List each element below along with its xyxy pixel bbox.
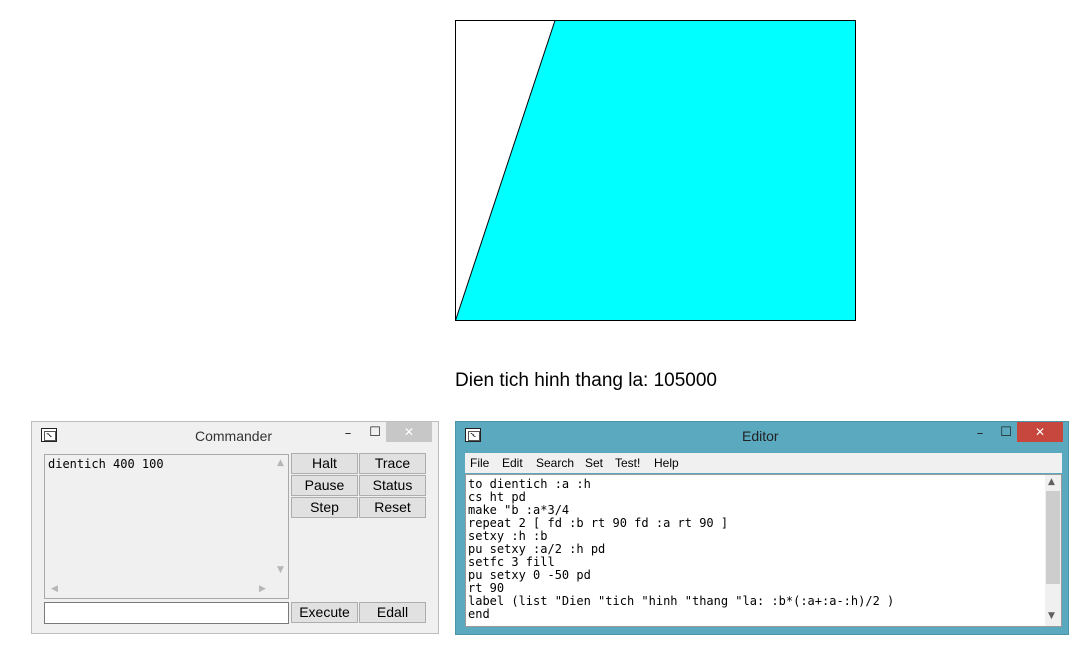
- status-button[interactable]: Status: [359, 475, 426, 496]
- trapezoid-slant-edge: [455, 20, 556, 321]
- code-editor[interactable]: to dientich :a :h cs ht pd make "b :a*3/4 r…: [465, 474, 1062, 627]
- code-line: pu setxy 0 -50 pd: [468, 568, 591, 582]
- scroll-down-icon[interactable]: ▼: [1048, 611, 1055, 621]
- code-scrollbar[interactable]: ▲ ▼: [1045, 475, 1061, 626]
- minimize-icon[interactable]: –: [976, 426, 984, 441]
- reset-button[interactable]: Reset: [359, 497, 426, 518]
- minimize-icon[interactable]: –: [344, 426, 352, 441]
- turtle-canvas: [455, 20, 856, 321]
- scroll-up-icon[interactable]: ▲: [1048, 477, 1055, 487]
- execute-button[interactable]: Execute: [291, 602, 358, 623]
- menu-edit[interactable]: Edit: [502, 456, 523, 470]
- code-text: to dientich :a :h cs ht pd make "b :a*3/4 r…: [468, 478, 894, 621]
- canvas-border: [455, 20, 856, 321]
- result-label: Dien tich hinh thang la: 105000: [455, 370, 717, 391]
- menu-file[interactable]: File: [470, 456, 490, 470]
- scroll-down-icon[interactable]: ▼: [277, 565, 284, 575]
- menu-set[interactable]: Set: [585, 456, 604, 470]
- code-line: cs ht pd: [468, 490, 526, 504]
- halt-button[interactable]: Halt: [291, 453, 358, 474]
- scroll-up-icon[interactable]: ▲: [277, 458, 284, 468]
- trapezoid-fill: [455, 20, 856, 321]
- maximize-icon[interactable]: ☐: [1000, 425, 1012, 440]
- command-history[interactable]: dientich 400 100 ▲ ▼ ◀ ▶: [44, 454, 289, 599]
- command-input[interactable]: [44, 602, 289, 624]
- code-line: repeat 2 [ fd :b rt 90 fd :a rt 90 ]: [468, 516, 729, 530]
- code-line: make "b :a*3/4: [468, 503, 570, 517]
- editor-titlebar[interactable]: Editor – ☐ ✕: [456, 422, 1068, 449]
- code-line: to dientich :a :h: [468, 477, 591, 491]
- app-window-icon[interactable]: [465, 428, 481, 442]
- code-line: end: [468, 607, 490, 621]
- code-line: rt 90: [468, 581, 505, 595]
- code-line: setfc 3 fill: [468, 555, 555, 569]
- scrollbar-thumb[interactable]: [1046, 491, 1060, 584]
- editor-menubar: File Edit Search Set Test! Help: [465, 453, 1062, 473]
- code-line: pu setxy :a/2 :h pd: [468, 542, 606, 556]
- close-icon[interactable]: ✕: [1017, 422, 1063, 442]
- step-button[interactable]: Step: [291, 497, 358, 518]
- editor-window: Editor – ☐ ✕ File Edit Search Set Test! …: [455, 421, 1069, 635]
- pause-button[interactable]: Pause: [291, 475, 358, 496]
- menu-test[interactable]: Test!: [615, 456, 641, 470]
- scroll-left-icon[interactable]: ◀: [51, 584, 58, 594]
- edall-button[interactable]: Edall: [359, 602, 426, 623]
- scroll-right-icon[interactable]: ▶: [259, 584, 266, 594]
- editor-title: Editor: [742, 428, 779, 444]
- code-line: setxy :h :b: [468, 529, 548, 543]
- commander-window: Commander – ☐ ✕ dientich 400 100 ▲ ▼ ◀ ▶…: [31, 421, 439, 634]
- maximize-icon[interactable]: ☐: [369, 425, 381, 440]
- menu-search[interactable]: Search: [536, 456, 575, 470]
- close-icon[interactable]: ✕: [386, 422, 432, 442]
- commander-titlebar[interactable]: Commander – ☐ ✕: [32, 422, 438, 449]
- app-window-icon[interactable]: [41, 428, 57, 442]
- command-history-text: dientich 400 100: [48, 457, 164, 471]
- menu-help[interactable]: Help: [654, 456, 679, 470]
- code-line: label (list "Dien "tich "hinh "thang "la…: [468, 594, 895, 608]
- commander-title: Commander: [195, 428, 273, 444]
- trace-button[interactable]: Trace: [359, 453, 426, 474]
